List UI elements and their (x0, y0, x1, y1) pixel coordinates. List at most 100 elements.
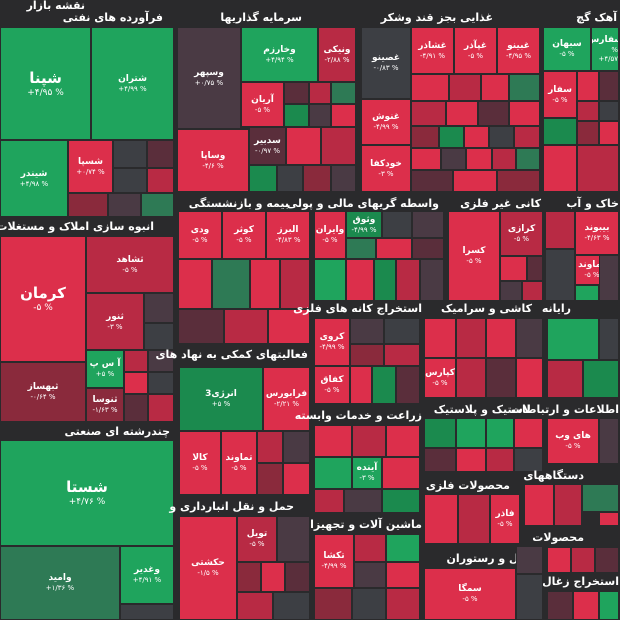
tile[interactable]: بیبوند % ۴/۶۳- (576, 211, 620, 255)
tile[interactable] (315, 489, 345, 513)
tile[interactable] (351, 344, 385, 366)
tile[interactable] (385, 344, 421, 366)
tile[interactable] (387, 534, 421, 562)
tile[interactable] (284, 431, 311, 463)
tile[interactable] (114, 168, 148, 193)
tile[interactable] (251, 259, 281, 309)
tile[interactable] (479, 101, 510, 126)
tile[interactable] (387, 562, 421, 588)
tile[interactable] (286, 562, 311, 592)
tile[interactable] (576, 285, 600, 301)
tile[interactable]: وامید % ۱/۳۶+ (1, 546, 121, 620)
tile[interactable] (425, 494, 459, 544)
sector-header[interactable]: غذایی بجز قند وشکر (381, 11, 494, 24)
tile[interactable] (315, 588, 353, 620)
tile[interactable] (572, 547, 596, 573)
tile[interactable]: غصینو % ۰/۸۳- (362, 27, 412, 99)
tile[interactable] (315, 457, 353, 489)
tile[interactable] (515, 126, 541, 148)
tile[interactable] (412, 74, 450, 101)
tile[interactable] (332, 104, 357, 127)
tile[interactable]: وثوق % ۴/۹۹- (347, 211, 383, 238)
tile[interactable] (412, 148, 442, 170)
sector-header[interactable]: فعالیتهای کمکی به نهاد های (156, 348, 309, 361)
tile[interactable] (387, 588, 421, 620)
tile[interactable] (596, 547, 620, 573)
tile[interactable] (517, 574, 544, 620)
tile[interactable] (148, 168, 175, 193)
tile[interactable] (600, 591, 620, 620)
tile[interactable] (332, 165, 357, 192)
tile[interactable] (501, 256, 528, 281)
tile[interactable] (125, 350, 149, 372)
tile[interactable] (375, 259, 397, 301)
tile[interactable]: سمگا % ۵- (425, 568, 517, 620)
tile[interactable] (457, 318, 487, 358)
tile[interactable] (278, 516, 311, 562)
tile[interactable]: آینده % ۳- (353, 457, 383, 489)
tile[interactable]: های وب % ۵- (548, 418, 600, 464)
tile[interactable] (355, 534, 387, 562)
tile[interactable] (148, 140, 175, 168)
tile[interactable] (517, 546, 544, 574)
tile[interactable]: غپآذر % ۵- (455, 27, 498, 74)
tile[interactable] (546, 249, 576, 301)
sector-header[interactable]: لاستیک و پلاستیک (434, 403, 532, 416)
tile[interactable] (544, 118, 578, 145)
tile[interactable]: وایران % ۵- (315, 211, 347, 259)
tile[interactable]: حکشتی % ۱/۵- (180, 516, 238, 620)
tile[interactable] (459, 494, 491, 544)
tile[interactable]: شتران % ۴/۹۹+ (92, 27, 175, 140)
tile[interactable] (397, 366, 421, 404)
sector-header[interactable]: رایانه (542, 302, 572, 315)
tile[interactable] (385, 318, 421, 344)
tile[interactable] (287, 127, 322, 165)
tile[interactable] (528, 256, 544, 281)
tile[interactable]: سفارس % ۴/۵۷+ (592, 27, 620, 71)
tile[interactable] (457, 418, 487, 448)
tile[interactable] (413, 211, 445, 238)
tile[interactable]: ثبهساز % ۰/۶۴- (1, 362, 87, 422)
tile[interactable] (425, 448, 457, 472)
tile[interactable]: کرازی % ۵- (501, 211, 544, 256)
tile[interactable] (523, 281, 544, 301)
tile[interactable] (548, 360, 584, 398)
tile[interactable] (544, 145, 578, 192)
tile[interactable] (284, 463, 311, 495)
sector-header[interactable]: استخراج زغال (543, 575, 620, 588)
sector-header[interactable]: واسطه گریهای مالی و پولی (287, 197, 440, 210)
tile[interactable]: کالا % ۵- (180, 431, 222, 495)
tile[interactable] (498, 170, 541, 192)
tile[interactable] (285, 82, 310, 104)
sector-header[interactable]: محصولات (533, 531, 585, 544)
tile[interactable] (332, 82, 357, 104)
tile[interactable]: تماوند % ۵- (222, 431, 258, 495)
tile[interactable] (548, 547, 572, 573)
tile[interactable] (413, 238, 445, 259)
tile[interactable] (310, 104, 332, 127)
tile[interactable] (510, 101, 541, 126)
tile[interactable]: آ س پ % ۵+ (87, 350, 125, 388)
tile[interactable] (578, 145, 620, 192)
sector-header[interactable]: خاک و آب (567, 197, 620, 210)
tile[interactable] (121, 604, 175, 620)
tile[interactable]: غبینو % ۴/۹۵- (498, 27, 541, 74)
tile[interactable] (487, 448, 515, 472)
tile[interactable] (149, 394, 175, 422)
tile[interactable] (467, 148, 493, 170)
tile[interactable] (574, 591, 600, 620)
tile[interactable] (510, 74, 541, 101)
tile[interactable] (578, 101, 600, 121)
tile[interactable] (583, 484, 620, 512)
tile[interactable] (457, 358, 487, 398)
tile[interactable] (353, 425, 387, 457)
tile[interactable] (517, 148, 541, 170)
tile[interactable] (373, 366, 397, 404)
tile[interactable] (142, 193, 175, 217)
tile[interactable] (353, 588, 387, 620)
tile[interactable] (600, 121, 620, 145)
sector-header[interactable]: محصولات فلزی (426, 479, 511, 492)
tile[interactable] (600, 101, 620, 121)
tile[interactable]: ثشاهد % ۵- (87, 236, 175, 293)
sector-header[interactable]: بیمه و بازنشستگی (189, 197, 290, 210)
